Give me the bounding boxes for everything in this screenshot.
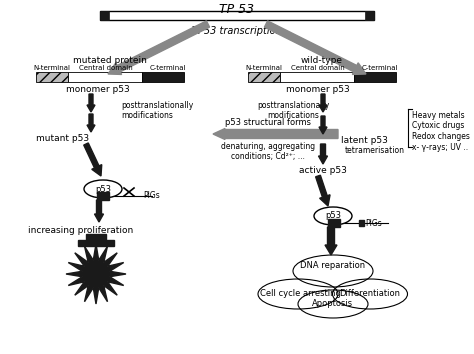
- Text: p53: p53: [325, 211, 341, 221]
- Text: wild-type: wild-type: [301, 56, 343, 65]
- FancyArrow shape: [213, 129, 338, 139]
- Ellipse shape: [314, 207, 352, 225]
- Text: x- γ-rays; UV ..: x- γ-rays; UV ..: [412, 143, 468, 152]
- FancyArrow shape: [94, 200, 103, 222]
- Text: Redox changes: Redox changes: [412, 132, 470, 141]
- FancyArrow shape: [108, 21, 210, 74]
- Bar: [100, 11, 374, 20]
- Text: C-terminal: C-terminal: [362, 65, 398, 71]
- FancyArrow shape: [319, 144, 328, 164]
- Bar: [142, 72, 184, 82]
- Text: Differentiation: Differentiation: [339, 290, 401, 298]
- Text: mutated protein: mutated protein: [73, 56, 147, 65]
- Text: N-terminal: N-terminal: [246, 65, 283, 71]
- Text: monomer p53: monomer p53: [66, 85, 130, 94]
- Bar: [365, 11, 374, 20]
- Polygon shape: [66, 244, 126, 304]
- FancyArrow shape: [316, 175, 330, 206]
- Text: active p53: active p53: [299, 166, 347, 175]
- Bar: [248, 72, 280, 82]
- Text: latent p53: latent p53: [341, 136, 388, 145]
- Text: PIGs: PIGs: [365, 218, 382, 228]
- FancyArrow shape: [84, 143, 102, 176]
- Text: PIGs: PIGs: [143, 192, 160, 200]
- Bar: [36, 72, 68, 82]
- FancyArrow shape: [264, 21, 366, 74]
- Text: Cytoxic drugs: Cytoxic drugs: [412, 121, 465, 130]
- Text: Central domain: Central domain: [291, 65, 345, 71]
- Text: monomer p53: monomer p53: [286, 85, 349, 94]
- Bar: [328, 219, 340, 227]
- FancyArrow shape: [325, 227, 337, 255]
- FancyArrow shape: [87, 114, 95, 132]
- Text: tetramerisation: tetramerisation: [345, 146, 405, 155]
- Bar: [280, 72, 354, 82]
- Bar: [359, 220, 364, 226]
- Text: C-terminal: C-terminal: [149, 65, 186, 71]
- Text: p53: p53: [95, 184, 111, 194]
- Text: posttranslationally
modifications: posttranslationally modifications: [257, 101, 329, 120]
- Bar: [68, 72, 142, 82]
- Text: Heavy metals: Heavy metals: [412, 111, 465, 120]
- Text: p53 structural forms: p53 structural forms: [225, 118, 311, 127]
- Text: Cell cycle arresting: Cell cycle arresting: [260, 290, 340, 298]
- Bar: [86, 234, 106, 244]
- Bar: [100, 11, 109, 20]
- Text: DNA reparation: DNA reparation: [301, 261, 365, 269]
- Text: Apoptosis: Apoptosis: [312, 299, 354, 308]
- Ellipse shape: [84, 180, 122, 198]
- FancyArrow shape: [87, 94, 95, 112]
- Text: TP 53: TP 53: [219, 3, 255, 16]
- Bar: [97, 192, 109, 200]
- Text: N-terminal: N-terminal: [34, 65, 71, 71]
- Text: denaturing, aggregating
conditions; Cd²⁺; ...: denaturing, aggregating conditions; Cd²⁺…: [221, 142, 315, 161]
- FancyArrow shape: [319, 116, 327, 134]
- Text: Central domain: Central domain: [79, 65, 132, 71]
- Text: TP53 transcription: TP53 transcription: [192, 26, 282, 36]
- Bar: [78, 240, 114, 246]
- FancyArrow shape: [319, 94, 327, 112]
- Text: increasing proliferation: increasing proliferation: [28, 226, 134, 235]
- Text: mutant p53: mutant p53: [36, 134, 90, 143]
- Text: posttranslationally
modifications: posttranslationally modifications: [121, 101, 193, 120]
- Bar: [354, 72, 396, 82]
